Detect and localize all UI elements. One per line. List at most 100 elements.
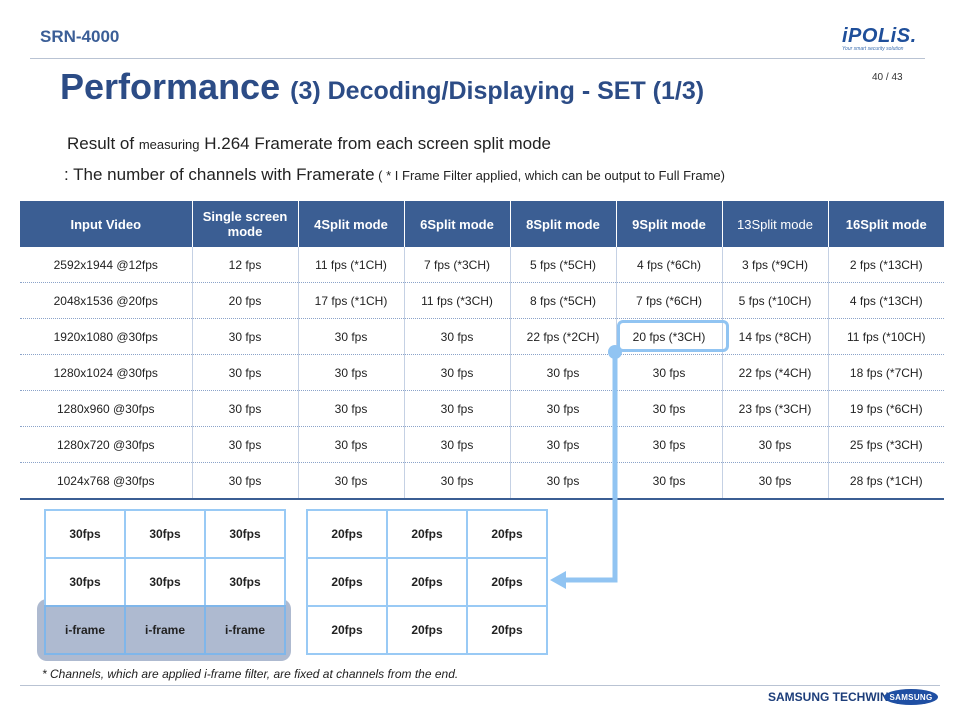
header-4split: 4Split mode (298, 201, 405, 247)
table-cell-fps: 25 fps (*3CH) (828, 426, 944, 463)
table-cell-fps: 14 fps (*8CH) (722, 318, 829, 355)
table-cell-fps: 30 fps (298, 462, 405, 500)
slide-title: Performance (3) Decoding/Displaying - SE… (60, 66, 704, 108)
table-cell-fps: 30 fps (404, 462, 511, 500)
table-cell-input-video: 2592x1944 @12fps (20, 247, 193, 283)
table-cell-fps: 12 fps (192, 247, 299, 283)
ipolis-logo-tagline: Your smart security solution (842, 46, 904, 52)
intro-line-1-b: measuring (138, 137, 200, 152)
table-cell-fps: 7 fps (*6CH) (616, 282, 723, 319)
split-grid-b: 20fps 20fps 20fps 20fps 20fps 20fps 20fp… (306, 509, 548, 655)
table-cell-fps: 5 fps (*5CH) (510, 247, 617, 283)
table-cell-fps: 2 fps (*13CH) (828, 247, 944, 283)
table-cell-input-video: 1280x720 @30fps (20, 426, 193, 463)
table-row: 2592x1944 @12fps 12 fps 11 fps (*1CH) 7 fps… (20, 247, 944, 283)
grid-b-cell: 20fps (386, 509, 468, 559)
page-number: 40 / 43 (872, 72, 903, 83)
table-cell-fps: 4 fps (*6Ch) (616, 247, 723, 283)
table-header-row: Input Video Single screen mode 4Split mo… (20, 201, 944, 247)
connector-arrow (550, 345, 622, 589)
table-cell-fps: 8 fps (*5CH) (510, 282, 617, 319)
table-cell-input-video: 1280x960 @30fps (20, 390, 193, 427)
table-row: 1280x720 @30fps 30 fps 30 fps 30 fps 30 fps 3… (20, 426, 944, 463)
split-grid-a: 30fps 30fps 30fps 30fps 30fps 30fps i-fr… (44, 509, 286, 655)
grid-a-cell: 30fps (44, 509, 126, 559)
footnote: * Channels, which are applied i-frame fi… (42, 667, 459, 681)
table-cell-fps: 30 fps (404, 318, 511, 355)
grid-a-iframe-cell: i-frame (124, 605, 206, 655)
header-single-screen: Single screen mode (192, 201, 299, 247)
table-row: 1920x1080 @30fps 30 fps 30 fps 30 fps 22 fps… (20, 318, 944, 355)
table-cell-fps: 22 fps (*4CH) (722, 354, 829, 391)
grid-b-cell: 20fps (466, 605, 548, 655)
grid-a-cell: 30fps (124, 557, 206, 607)
grid-b-cell: 20fps (466, 509, 548, 559)
table-row: 1280x960 @30fps 30 fps 30 fps 30 fps 30 fps 3… (20, 390, 944, 427)
table-cell-fps: 30 fps (404, 390, 511, 427)
table-cell-fps: 30 fps (298, 390, 405, 427)
performance-table: Input Video Single screen mode 4Split mo… (20, 201, 944, 500)
intro-line-1-a: Result of (67, 134, 139, 153)
grid-a-cell: 30fps (204, 557, 286, 607)
table-cell-fps: 30 fps (192, 354, 299, 391)
grid-a-cell: 30fps (124, 509, 206, 559)
table-cell-fps: 30 fps (192, 426, 299, 463)
header-13split: 13Split mode (722, 201, 829, 247)
intro-line-1-c: H.264 Framerate from each screen split m… (199, 134, 551, 153)
grid-b-cell: 20fps (306, 605, 388, 655)
table-cell-fps: 30 fps (510, 462, 617, 500)
slide-title-sub: (3) Decoding/Displaying - SET (1/3) (290, 77, 705, 105)
table-cell-fps: 11 fps (*10CH) (828, 318, 944, 355)
grid-a-iframe-cell: i-frame (204, 605, 286, 655)
table-cell-input-video: 1280x1024 @30fps (20, 354, 193, 391)
header-divider (30, 58, 925, 59)
brand-name: SAMSUNG TECHWIN (768, 690, 889, 704)
grid-b-cell: 20fps (466, 557, 548, 607)
table-cell-fps: 30 fps (510, 354, 617, 391)
header-8split: 8Split mode (510, 201, 617, 247)
table-cell-fps: 17 fps (*1CH) (298, 282, 405, 319)
table-cell-fps: 30 fps (404, 354, 511, 391)
samsung-logo: SAMSUNG (884, 689, 938, 705)
table-cell-fps: 22 fps (*2CH) (510, 318, 617, 355)
table-cell-fps: 23 fps (*3CH) (722, 390, 829, 427)
table-cell-fps: 28 fps (*1CH) (828, 462, 944, 500)
table-cell-fps: 5 fps (*10CH) (722, 282, 829, 319)
iframe-highlight (37, 599, 291, 661)
table-cell-fps: 30 fps (722, 462, 829, 500)
ipolis-logo: iPOLiS. Your smart security solution (842, 26, 926, 54)
table-cell-fps: 30 fps (616, 462, 723, 500)
footer-divider (20, 685, 940, 686)
slide-title-main: Performance (60, 66, 281, 107)
table-cell-fps: 11 fps (*3CH) (404, 282, 511, 319)
grid-a-cell: 30fps (204, 509, 286, 559)
table-cell-fps: 30 fps (298, 318, 405, 355)
header-6split: 6Split mode (404, 201, 511, 247)
table-cell-fps: 30 fps (616, 426, 723, 463)
table-cell-fps: 18 fps (*7CH) (828, 354, 944, 391)
ipolis-logo-text: iPOLiS. (842, 25, 917, 47)
table-cell-fps: 11 fps (*1CH) (298, 247, 405, 283)
header-16split: 16Split mode (828, 201, 944, 247)
grid-a-iframe-cell: i-frame (44, 605, 126, 655)
intro-line-2-b: ( * I Frame Filter applied, which can be… (374, 168, 725, 183)
table-cell-fps: 30 fps (510, 390, 617, 427)
header-9split: 9Split mode (616, 201, 723, 247)
table-cell-fps: 4 fps (*13CH) (828, 282, 944, 319)
table-cell-fps: 30 fps (192, 318, 299, 355)
table-cell-input-video: 1920x1080 @30fps (20, 318, 193, 355)
table-cell-fps: 20 fps (192, 282, 299, 319)
table-cell-fps: 30 fps (298, 354, 405, 391)
table-row: 1024x768 @30fps 30 fps 30 fps 30 fps 30 fps 3… (20, 462, 944, 500)
table-row: 1280x1024 @30fps 30 fps 30 fps 30 fps 30 fps… (20, 354, 944, 391)
table-cell-fps: 7 fps (*3CH) (404, 247, 511, 283)
table-cell-fps: 30 fps (404, 426, 511, 463)
intro-line-1: Result of measuring H.264 Framerate from… (67, 134, 551, 154)
table-row: 2048x1536 @20fps 20 fps 17 fps (*1CH) 11 fp… (20, 282, 944, 319)
table-cell-input-video: 1024x768 @30fps (20, 462, 193, 500)
table-cell-fps: 30 fps (192, 390, 299, 427)
grid-b-cell: 20fps (386, 605, 468, 655)
connector-line (564, 352, 618, 583)
table-cell-fps: 3 fps (*9CH) (722, 247, 829, 283)
table-cell-fps: 30 fps (192, 462, 299, 500)
